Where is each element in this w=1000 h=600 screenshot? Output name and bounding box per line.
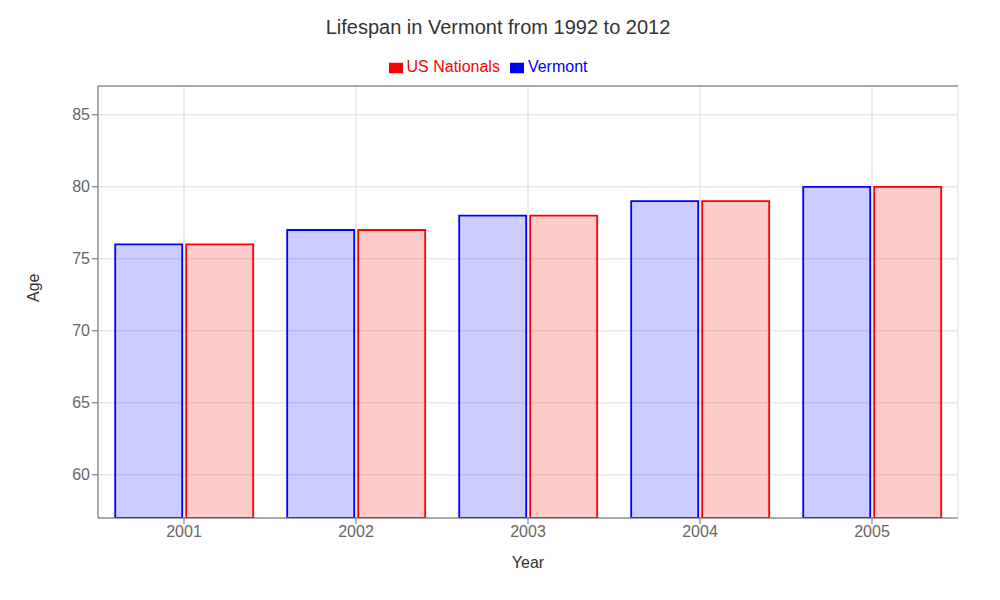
svg-text:Age: Age: [25, 273, 42, 302]
svg-text:85: 85: [72, 106, 90, 123]
svg-text:2004: 2004: [682, 523, 718, 540]
svg-text:75: 75: [72, 250, 90, 267]
html-text:Lifespan in Vermont from 1992: Lifespan in Vermont from 1992 to 2012: [325, 16, 671, 38]
svg-text:2005: 2005: [854, 523, 890, 540]
html-text:Vermont: Vermont: [527, 58, 588, 75]
svg-text:Year: Year: [512, 554, 545, 571]
svg-text:60: 60: [72, 466, 90, 483]
svg-text:2001: 2001: [166, 523, 202, 540]
svg-text:65: 65: [72, 394, 90, 411]
svg-text:70: 70: [72, 322, 90, 339]
svg-text:2003: 2003: [510, 523, 546, 540]
svg-text:80: 80: [72, 178, 90, 195]
svg-text:2002: 2002: [338, 523, 374, 540]
html-text:US Nationals: US Nationals: [406, 58, 500, 75]
